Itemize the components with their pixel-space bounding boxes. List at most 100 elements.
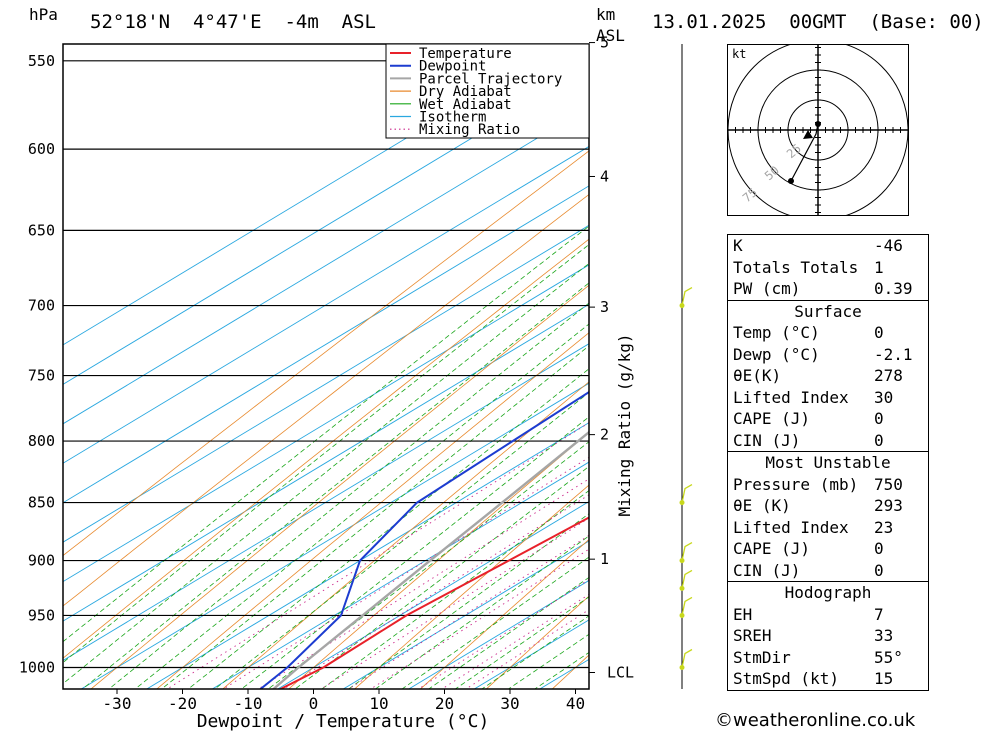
most-unstable-label: Lifted Index (733, 517, 849, 537)
wet-adiabat-line (187, 368, 589, 689)
hodograph-label: StmSpd (kt) (733, 669, 839, 688)
dry-adiabat-line (288, 432, 589, 689)
pressure-unit-label: hPa (29, 5, 58, 24)
dry-adiabat-line (63, 238, 589, 659)
location-title: 52°18'N 4°47'E -4m ASL (90, 11, 376, 33)
surface-label: θE(K) (733, 366, 782, 385)
credit-link[interactable]: ©weatheronline.co.uk (715, 710, 916, 731)
x-tick-label: 20 (435, 694, 454, 713)
index-label: PW (cm) (733, 279, 801, 298)
hodograph-point (788, 178, 794, 184)
pressure-tick-label: 600 (28, 140, 55, 158)
isotherm-line (63, 224, 589, 543)
x-tick-label: 10 (369, 694, 388, 713)
hodograph-row: StmDir 55° (728, 647, 928, 669)
most-unstable-row: Pressure (mb) 750 (728, 474, 928, 496)
surface-row: Dewp (°C) -2.1 (728, 344, 928, 366)
indices-table: K -46 Totals Totals 1 PW (cm) 0.39 Surfa… (727, 234, 929, 691)
dry-adiabat-line (987, 0, 1000, 717)
legend-entry: Isotherm (419, 110, 486, 126)
hodograph-row: StmSpd (kt) 15 (728, 668, 928, 690)
dry-adiabat-line (63, 193, 589, 607)
isotherm-line (63, 343, 589, 662)
index-row: PW (cm) 0.39 (728, 278, 928, 300)
wet-adiabat-line (374, 535, 589, 689)
hodograph-label: SREH (733, 626, 772, 645)
isotherm-line (211, 461, 589, 689)
hodograph-row: SREH 33 (728, 625, 928, 647)
pressure-tick-label: 750 (28, 367, 55, 385)
index-value: -46 (874, 236, 903, 255)
km-label: km (596, 5, 616, 24)
mixing-ratio-line (465, 609, 589, 689)
index-label: Totals Totals (733, 257, 859, 277)
hodograph-value: 33 (874, 626, 894, 645)
most-unstable-label: CAPE (J) (733, 539, 811, 558)
index-value: 1 (874, 257, 884, 277)
surface-row: CIN (J) 0 (728, 430, 928, 452)
most-unstable-row: CAPE (J) 0 (728, 538, 928, 560)
storm-motion-marker (803, 130, 813, 139)
surface-row: θE(K) 278 (728, 365, 928, 387)
km-tick-label: 4 (600, 167, 609, 185)
most-unstable-label: Pressure (mb) (733, 474, 859, 494)
hodograph-row: EH 7 (728, 604, 928, 626)
wind-barb (681, 596, 693, 616)
wind-barb (681, 484, 693, 503)
pressure-tick-label: 650 (28, 221, 55, 239)
wind-barb (681, 286, 693, 306)
pressure-tick-label: 700 (28, 297, 55, 315)
hodograph-value: 7 (874, 604, 884, 624)
hodograph-unit-label: kt (732, 47, 746, 61)
isotherm-line (145, 422, 589, 689)
surface-row: Temp (°C) 0 (728, 322, 928, 344)
surface-header: Surface (728, 299, 928, 323)
most-unstable-label: θE (K) (733, 496, 791, 515)
legend-entry: Wet Adiabat (419, 97, 512, 113)
x-tick-label: 40 (566, 694, 585, 713)
most-unstable-value: 293 (874, 496, 903, 515)
legend-entry: Temperature (419, 46, 512, 62)
wet-adiabat-line (134, 323, 589, 689)
legend-entry: Dry Adiabat (419, 84, 512, 100)
surface-label: Lifted Index (733, 387, 849, 407)
hodograph-trace (790, 123, 819, 182)
most-unstable-value: 0 (874, 560, 884, 580)
km-tick-label: 2 (600, 426, 609, 444)
asl-label: ASL (596, 26, 625, 45)
surface-label: CAPE (J) (733, 409, 811, 428)
isotherm-line (80, 382, 589, 689)
dry-adiabat-line (419, 539, 589, 689)
surface-value: 0 (874, 323, 884, 342)
hodograph-label: StmDir (733, 647, 791, 667)
legend-entry: Parcel Trajectory (419, 71, 562, 87)
most-unstable-label: CIN (J) (733, 560, 801, 580)
wet-adiabat-line (240, 416, 589, 689)
hodograph-value: 15 (874, 669, 894, 688)
dewpoint-line (258, 390, 589, 689)
temperature-line (278, 516, 589, 689)
wet-adiabat-line (161, 345, 589, 689)
wet-adiabat-line (108, 302, 589, 689)
legend-entry: Mixing Ratio (419, 122, 520, 138)
x-tick-label: 30 (500, 694, 519, 713)
wet-adiabat-line (81, 282, 589, 689)
hodograph-header: Hodograph (728, 581, 928, 604)
surface-value: 30 (874, 387, 894, 407)
wet-adiabat-line (63, 225, 589, 643)
index-value: 0.39 (874, 279, 913, 298)
surface-value: 0 (874, 409, 884, 428)
dry-adiabat-line (156, 332, 589, 689)
surface-row: CAPE (J) 0 (728, 408, 928, 430)
most-unstable-header: Most Unstable (728, 451, 928, 474)
hodograph-value: 55° (874, 647, 903, 667)
surface-value: 278 (874, 366, 903, 385)
x-tick-label: -20 (168, 694, 197, 713)
dry-adiabat-line (921, 0, 1000, 717)
dry-adiabat-line (353, 484, 589, 689)
lcl-label: LCL (607, 664, 634, 682)
most-unstable-row: θE (K) 293 (728, 495, 928, 517)
x-tick-label: 0 (309, 694, 319, 713)
